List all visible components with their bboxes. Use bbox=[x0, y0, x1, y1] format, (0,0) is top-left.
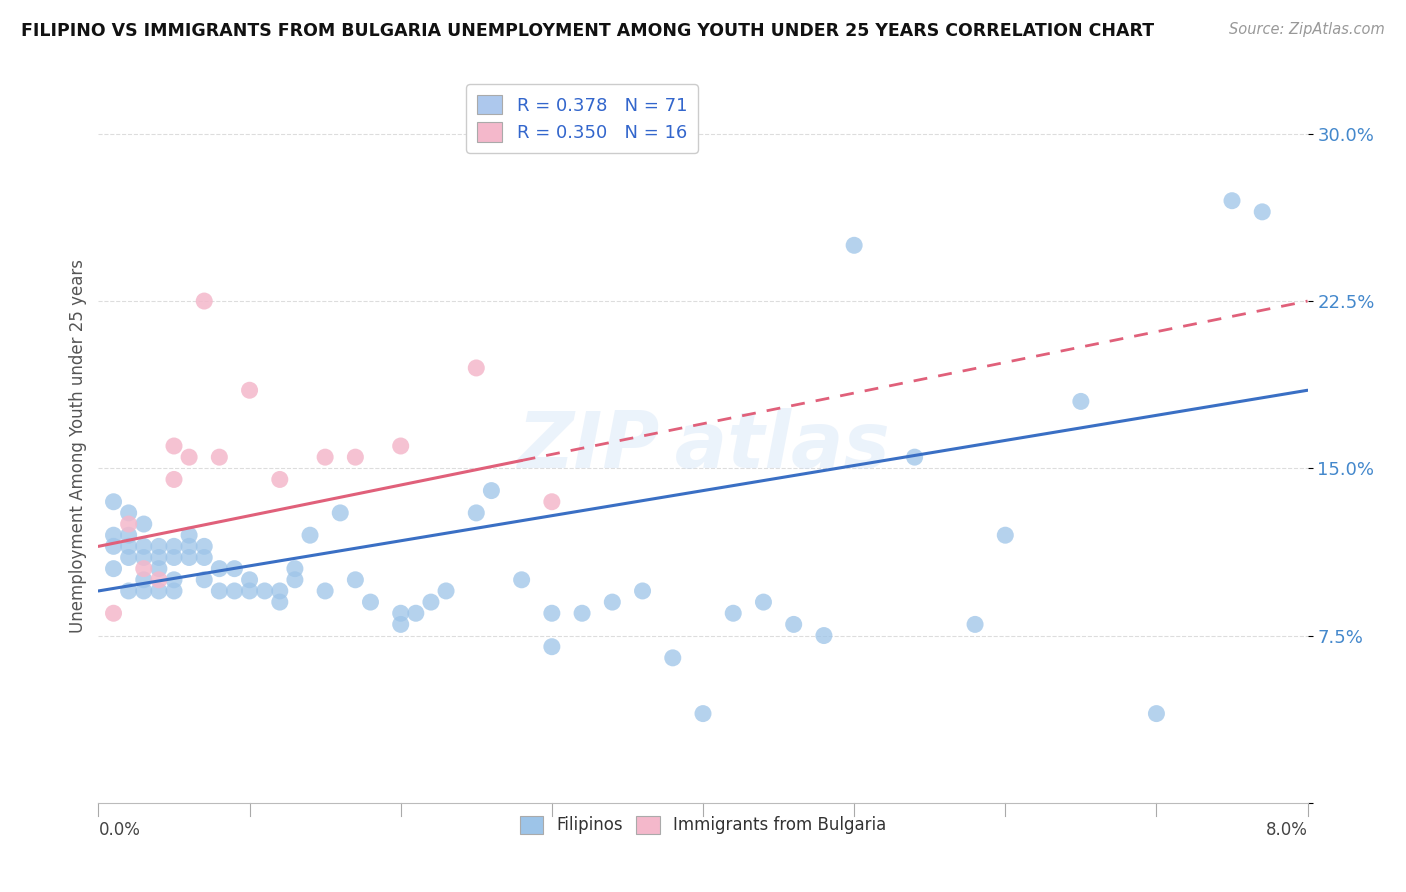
Legend: Filipinos, Immigrants from Bulgaria: Filipinos, Immigrants from Bulgaria bbox=[513, 809, 893, 841]
Point bbox=[118, 506, 141, 520]
Point bbox=[481, 483, 503, 498]
Point bbox=[132, 583, 155, 598]
Text: Source: ZipAtlas.com: Source: ZipAtlas.com bbox=[1229, 22, 1385, 37]
Point bbox=[148, 550, 170, 565]
Point bbox=[163, 473, 186, 487]
Point bbox=[132, 516, 155, 531]
Point bbox=[965, 617, 987, 632]
Point bbox=[103, 607, 125, 621]
Point bbox=[752, 595, 775, 609]
Point bbox=[118, 528, 141, 542]
Point bbox=[193, 293, 215, 308]
Point bbox=[420, 595, 443, 609]
Point bbox=[148, 583, 170, 598]
Point bbox=[284, 562, 307, 576]
Text: 0.0%: 0.0% bbox=[98, 821, 141, 838]
Point bbox=[510, 573, 533, 587]
Y-axis label: Unemployment Among Youth under 25 years: Unemployment Among Youth under 25 years bbox=[69, 259, 87, 633]
Point bbox=[284, 573, 307, 587]
Point bbox=[118, 539, 141, 553]
Point bbox=[723, 607, 745, 621]
Point bbox=[103, 539, 125, 553]
Point bbox=[132, 573, 155, 587]
Point bbox=[631, 583, 654, 598]
Point bbox=[179, 450, 201, 464]
Point bbox=[1251, 204, 1274, 219]
Point bbox=[193, 573, 215, 587]
Point bbox=[253, 583, 276, 598]
Point bbox=[132, 550, 155, 565]
Point bbox=[239, 573, 262, 587]
Point bbox=[208, 450, 231, 464]
Point bbox=[148, 539, 170, 553]
Point bbox=[163, 550, 186, 565]
Point bbox=[314, 583, 336, 598]
Point bbox=[571, 607, 593, 621]
Point bbox=[1070, 394, 1092, 409]
Point bbox=[163, 439, 186, 453]
Point bbox=[389, 439, 412, 453]
Text: 8.0%: 8.0% bbox=[1265, 821, 1308, 838]
Point bbox=[540, 640, 562, 654]
Point bbox=[148, 562, 170, 576]
Point bbox=[540, 494, 562, 508]
Point bbox=[132, 562, 155, 576]
Point bbox=[103, 562, 125, 576]
Point bbox=[179, 528, 201, 542]
Point bbox=[224, 562, 246, 576]
Point bbox=[103, 494, 125, 508]
Point bbox=[193, 539, 215, 553]
Point bbox=[269, 583, 291, 598]
Point bbox=[103, 528, 125, 542]
Point bbox=[193, 550, 215, 565]
Point bbox=[179, 539, 201, 553]
Point bbox=[344, 450, 367, 464]
Point bbox=[465, 506, 488, 520]
Point bbox=[602, 595, 624, 609]
Point bbox=[661, 651, 683, 665]
Point bbox=[299, 528, 322, 542]
Point bbox=[148, 573, 170, 587]
Point bbox=[540, 607, 562, 621]
Point bbox=[434, 583, 457, 598]
Point bbox=[132, 539, 155, 553]
Point bbox=[314, 450, 336, 464]
Point bbox=[163, 539, 186, 553]
Point bbox=[224, 583, 246, 598]
Point bbox=[269, 595, 291, 609]
Point bbox=[465, 360, 488, 375]
Point bbox=[904, 450, 927, 464]
Point bbox=[389, 617, 412, 632]
Point bbox=[1220, 194, 1243, 208]
Point bbox=[1146, 706, 1168, 721]
Point bbox=[208, 562, 231, 576]
Point bbox=[269, 473, 291, 487]
Text: ZIP atlas: ZIP atlas bbox=[516, 408, 890, 484]
Point bbox=[179, 550, 201, 565]
Point bbox=[118, 583, 141, 598]
Point bbox=[239, 583, 262, 598]
Point bbox=[163, 583, 186, 598]
Point bbox=[118, 516, 141, 531]
Point bbox=[344, 573, 367, 587]
Point bbox=[994, 528, 1017, 542]
Text: FILIPINO VS IMMIGRANTS FROM BULGARIA UNEMPLOYMENT AMONG YOUTH UNDER 25 YEARS COR: FILIPINO VS IMMIGRANTS FROM BULGARIA UNE… bbox=[21, 22, 1154, 40]
Point bbox=[163, 573, 186, 587]
Point bbox=[239, 384, 262, 398]
Point bbox=[405, 607, 427, 621]
Point bbox=[692, 706, 714, 721]
Point bbox=[360, 595, 382, 609]
Point bbox=[208, 583, 231, 598]
Point bbox=[118, 550, 141, 565]
Point bbox=[783, 617, 806, 632]
Point bbox=[813, 628, 835, 642]
Point bbox=[329, 506, 352, 520]
Point bbox=[389, 607, 412, 621]
Point bbox=[844, 238, 866, 252]
